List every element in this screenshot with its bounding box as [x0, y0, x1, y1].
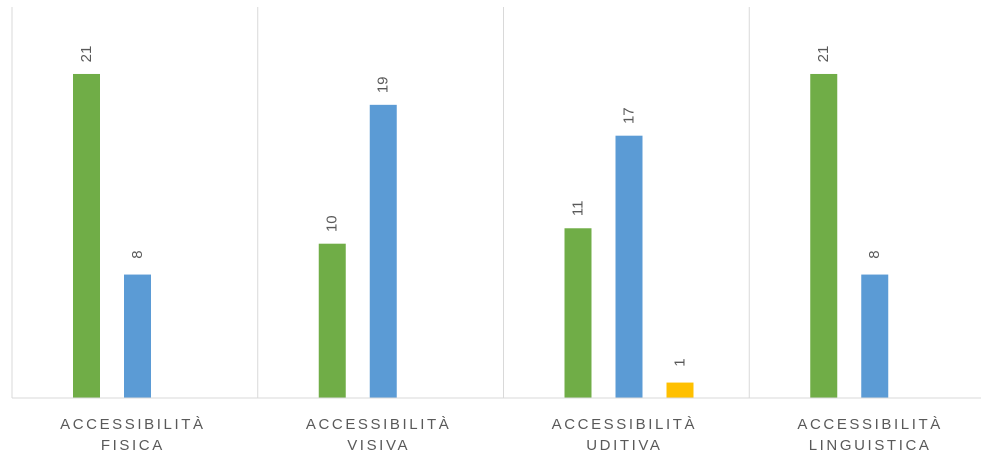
category-label-1-line-0: ACCESSIBILITÀ [306, 416, 452, 433]
bar-0-series-1 [124, 274, 151, 398]
category-label-0-line-1: FISICA [101, 437, 165, 454]
category-label-2-line-1: UDITIVA [586, 437, 662, 454]
data-label-3-series-0: 21 [815, 46, 832, 63]
data-label-0-series-0: 21 [78, 46, 95, 63]
data-label-2-series-2: 1 [672, 358, 689, 366]
category-label-1-line-1: VISIVA [347, 437, 410, 454]
data-label-2-series-1: 17 [621, 107, 638, 124]
category-label-3-line-0: ACCESSIBILITÀ [797, 416, 943, 433]
bar-3-series-1 [861, 274, 889, 398]
data-label-3-series-1: 8 [866, 250, 883, 258]
bar-1-series-1 [369, 104, 397, 398]
bar-2-series-0 [564, 228, 592, 398]
data-label-1-series-0: 10 [324, 215, 341, 232]
bar-0-series-0 [73, 73, 100, 398]
data-label-1-series-1: 19 [375, 76, 392, 93]
bar-3-series-0 [810, 73, 838, 398]
bar-1-series-0 [318, 243, 346, 398]
bar-2-series-2 [666, 382, 694, 398]
data-label-0-series-1: 8 [129, 250, 146, 258]
bar-2-series-1 [615, 135, 643, 398]
category-labels-group: ACCESSIBILITÀ FISICA ACCESSIBILITÀ VISIVA AC… [60, 416, 943, 454]
data-labels-group: 21 8 10 19 11 17 1 21 8 [78, 46, 883, 367]
data-label-2-series-0: 11 [570, 200, 587, 216]
category-label-3-line-1: LINGUISTICA [809, 437, 932, 454]
category-label-2-line-0: ACCESSIBILITÀ [552, 416, 698, 433]
category-label-0-line-0: ACCESSIBILITÀ [60, 416, 206, 433]
category-separators [11, 7, 750, 398]
bars-group [73, 73, 889, 398]
